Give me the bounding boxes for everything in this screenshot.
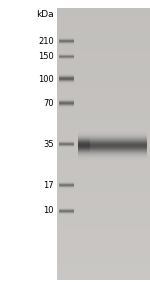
FancyBboxPatch shape [0,0,57,283]
Text: kDa: kDa [36,10,54,19]
Text: 150: 150 [38,52,54,61]
Text: 210: 210 [38,37,54,46]
Text: 100: 100 [38,75,54,84]
Text: 70: 70 [43,99,54,108]
Text: 17: 17 [43,181,54,190]
Text: 10: 10 [44,206,54,215]
Text: 35: 35 [43,140,54,149]
